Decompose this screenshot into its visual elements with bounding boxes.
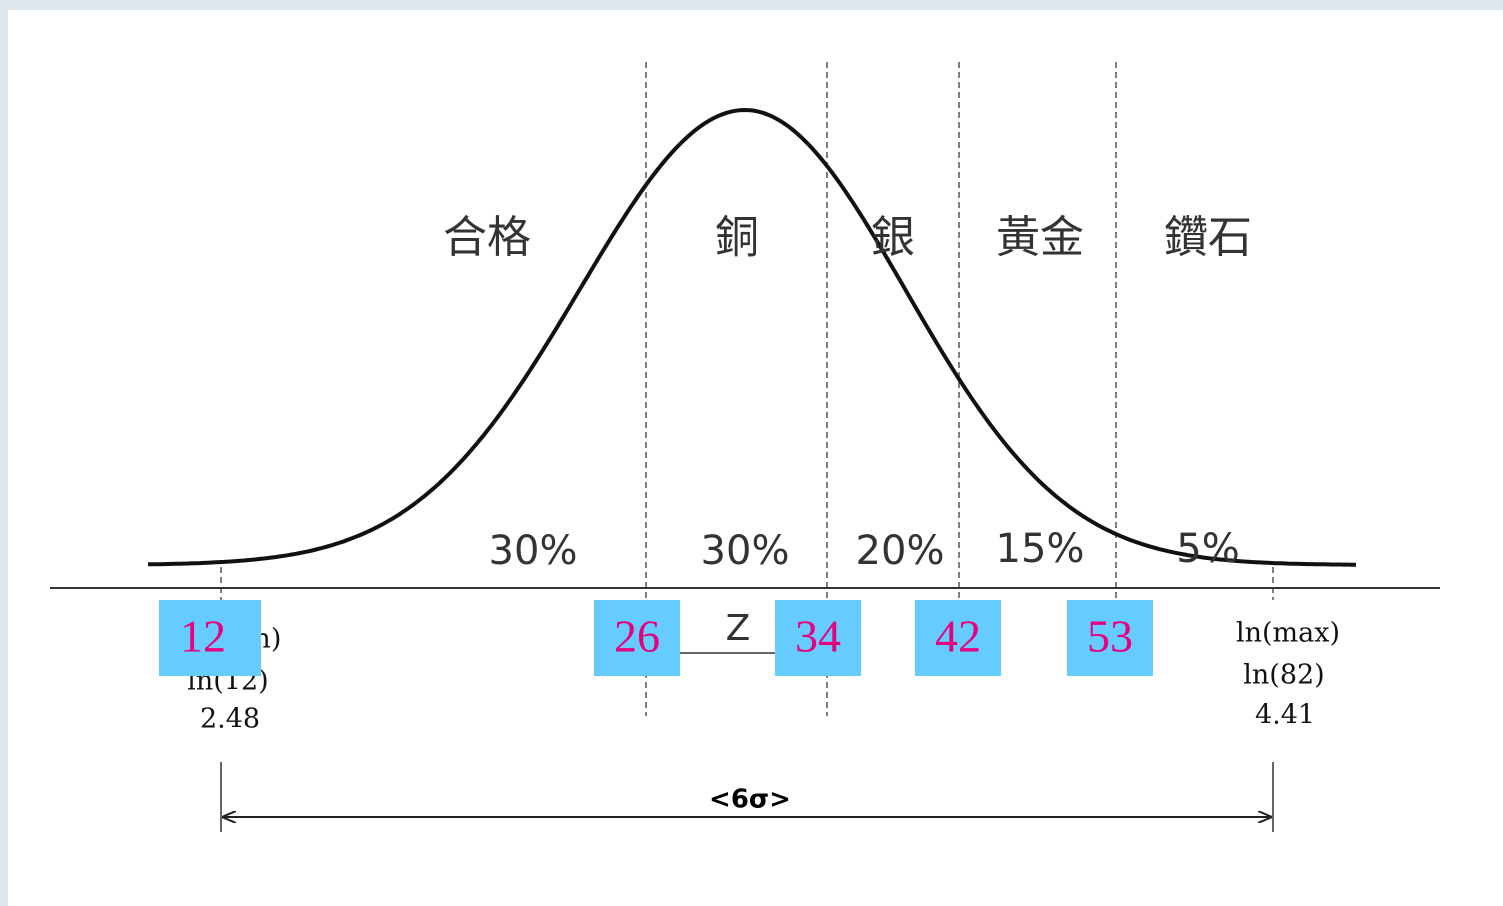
zone-name: 黃金 xyxy=(996,212,1084,263)
bound-label: ln(82) xyxy=(1243,660,1324,691)
span-label: <6σ> xyxy=(709,785,791,815)
threshold: 42 xyxy=(935,611,981,662)
threshold: 26 xyxy=(614,611,660,662)
threshold-box: 34 xyxy=(775,600,861,676)
bound-label: 4.41 xyxy=(1255,700,1315,731)
threshold: 53 xyxy=(1087,611,1133,662)
threshold: 12 xyxy=(180,611,226,662)
threshold: 34 xyxy=(795,611,841,662)
box xyxy=(1067,600,1153,676)
zone-share: 30% xyxy=(701,528,790,574)
threshold-box: 26 xyxy=(594,600,680,676)
z-label: Z xyxy=(726,608,751,649)
zone-name: 合格 xyxy=(443,212,531,263)
threshold-box: 12 xyxy=(159,600,261,676)
zone-share: 20% xyxy=(856,528,945,574)
zone-name: 鑽石 xyxy=(1164,212,1252,263)
box xyxy=(775,600,861,676)
zone-share: 15% xyxy=(996,526,1085,572)
zone-name: 銀 xyxy=(871,212,915,263)
zone-name: 銅 xyxy=(715,212,759,263)
threshold-box: 53 xyxy=(1067,600,1153,676)
threshold-box: 42 xyxy=(915,600,1001,676)
canvas xyxy=(8,10,1503,906)
bell-curve xyxy=(148,107,1356,567)
zone-share: 30% xyxy=(489,528,578,574)
box xyxy=(159,600,261,676)
box xyxy=(915,600,1001,676)
box xyxy=(594,600,680,676)
bound-label: 2.48 xyxy=(200,704,260,735)
zone-share: 5% xyxy=(1176,526,1239,572)
bound-label: ln(max) xyxy=(1236,618,1340,649)
